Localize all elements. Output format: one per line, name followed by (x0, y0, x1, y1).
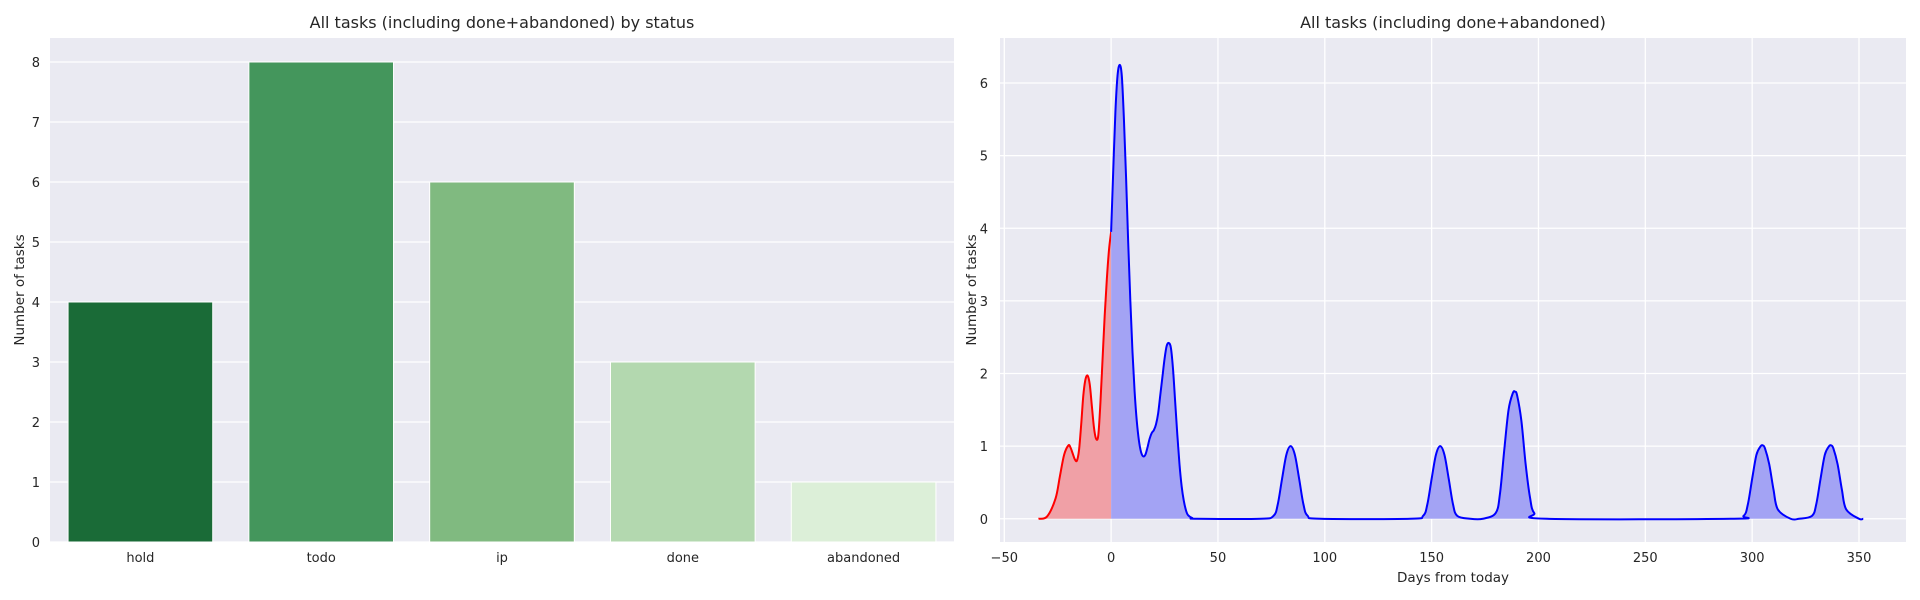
area-chart-y-ticks: 0 1 2 3 4 5 6 (980, 77, 988, 528)
area-chart-x-tick-label: −50 (991, 551, 1018, 566)
bar-chart-y-tick-label: 1 (32, 476, 40, 491)
area-chart-x-tick-label: 100 (1312, 551, 1337, 566)
area-chart-x-axis-label: Days from today (1397, 570, 1509, 586)
area-chart-x-tick-label: 250 (1633, 551, 1658, 566)
area-chart-y-tick-label: 5 (980, 150, 988, 165)
bar-chart-x-tick-label: done (667, 551, 699, 566)
area-chart-y-tick-label: 1 (980, 440, 988, 455)
area-chart-y-tick-label: 2 (980, 368, 988, 383)
bar-chart-bars (67, 61, 937, 543)
area-chart-y-tick-label: 4 (980, 222, 988, 237)
area-chart-title: All tasks (including done+abandoned) (1300, 13, 1606, 32)
bar-chart-x-tick-label: abandoned (827, 551, 900, 566)
bar-chart-y-tick-label: 6 (32, 176, 40, 191)
bar-ip (429, 181, 575, 543)
bar-chart-x-tick-label: ip (496, 551, 508, 566)
area-chart-x-tick-label: 50 (1210, 551, 1227, 566)
bar-chart-y-axis-label: Number of tasks (12, 234, 28, 345)
bar-chart-y-ticks: 0 1 2 3 4 5 6 7 8 (32, 56, 40, 551)
bar-chart-y-tick-label: 5 (32, 236, 40, 251)
area-chart-x-tick-label: 350 (1847, 551, 1872, 566)
area-series-0-line (1038, 231, 1113, 520)
bar-chart-x-tick-label: hold (126, 551, 154, 566)
area-chart-series (1038, 63, 1864, 521)
area-chart-y-tick-label: 6 (980, 77, 988, 92)
status-bar-chart: 0 1 2 3 4 5 6 7 8 hold todo ip done abandoned All ta… (12, 13, 954, 566)
area-series-1-line (1110, 63, 1864, 521)
area-chart-x-tick-label: 300 (1740, 551, 1765, 566)
area-chart-y-axis-label: Number of tasks (964, 234, 980, 345)
bar-chart-y-tick-label: 2 (32, 416, 40, 431)
bar-abandoned (790, 481, 937, 543)
area-chart-y-tick-label: 3 (980, 295, 988, 310)
bar-chart-x-ticks: hold todo ip done abandoned (126, 551, 900, 566)
bar-chart-y-tick-label: 8 (32, 56, 40, 71)
area-series-0-fill (1038, 231, 1112, 519)
bar-chart-title: All tasks (including done+abandoned) by … (310, 13, 695, 32)
bar-chart-y-tick-label: 3 (32, 356, 40, 371)
bar-done (609, 361, 756, 543)
days-area-chart: 0 1 2 3 4 5 6 −50 0 50 100 150 200 250 300 350 All tas… (964, 13, 1906, 586)
bar-chart-x-tick-label: todo (307, 551, 336, 566)
bar-hold (67, 301, 214, 543)
area-chart-y-tick-label: 0 (980, 513, 988, 528)
area-chart-x-tick-label: 150 (1419, 551, 1444, 566)
bar-chart-y-tick-label: 0 (32, 536, 40, 551)
bar-todo (248, 61, 395, 543)
area-chart-x-tick-label: 200 (1526, 551, 1551, 566)
area-chart-x-ticks: −50 0 50 100 150 200 250 300 350 (991, 551, 1872, 566)
bar-chart-y-tick-label: 4 (32, 296, 40, 311)
area-chart-x-tick-label: 0 (1107, 551, 1115, 566)
bar-chart-y-tick-label: 7 (32, 116, 40, 131)
